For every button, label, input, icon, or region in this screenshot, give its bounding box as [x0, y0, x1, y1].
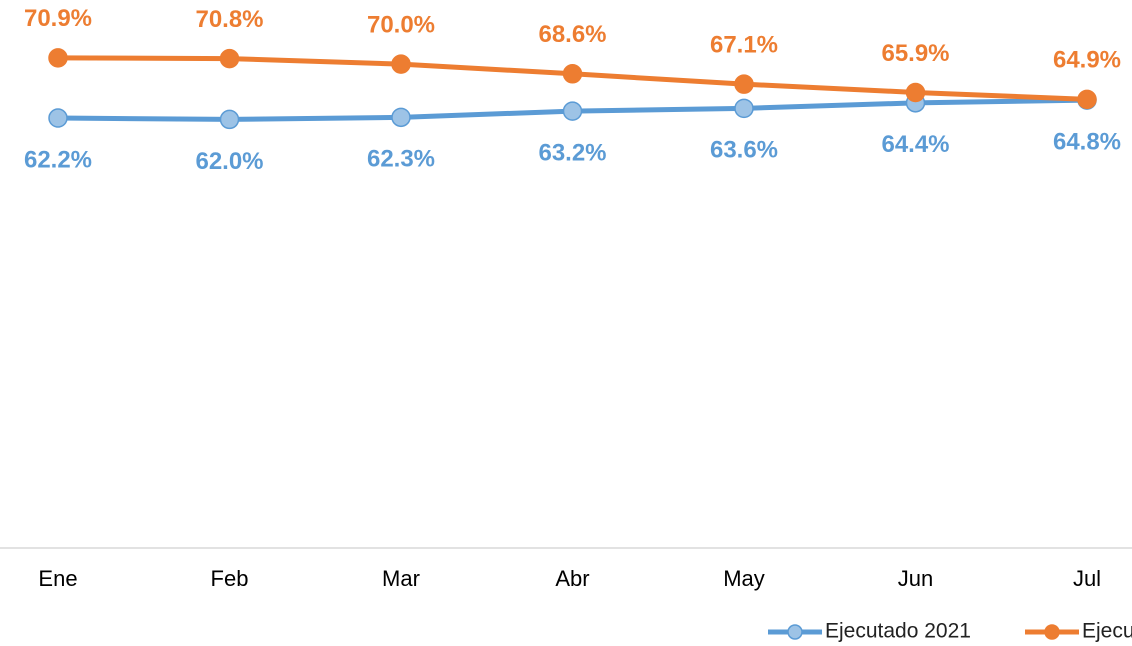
- data-label: 70.0%: [367, 11, 435, 38]
- marker: [562, 64, 583, 84]
- data-label: 64.9%: [1053, 47, 1121, 74]
- data-label: 67.1%: [710, 32, 778, 59]
- data-label: 65.9%: [881, 40, 949, 67]
- x-tick-label: Mar: [382, 566, 420, 591]
- legend-label: Ejecu: [1082, 620, 1132, 643]
- data-label: 62.0%: [195, 148, 263, 175]
- data-label: 63.6%: [710, 137, 778, 164]
- data-label: 70.8%: [195, 6, 263, 33]
- marker: [391, 107, 411, 128]
- marker: [734, 98, 754, 119]
- marker: [562, 101, 583, 121]
- x-tick-label: Feb: [211, 566, 249, 591]
- legend-marker: [1044, 624, 1060, 640]
- marker: [734, 74, 754, 94]
- data-label: 62.3%: [367, 146, 435, 173]
- data-label: 68.6%: [538, 21, 606, 48]
- x-tick-label: May: [723, 566, 765, 591]
- x-tick-label: Jul: [1073, 566, 1101, 591]
- marker: [48, 108, 68, 128]
- x-tick-label: Abr: [555, 566, 589, 591]
- data-label: 64.4%: [881, 131, 949, 158]
- marker: [48, 48, 68, 68]
- legend-marker: [787, 624, 803, 640]
- marker: [391, 54, 411, 74]
- marker: [905, 82, 926, 103]
- legend-label: Ejecutado 2021: [825, 620, 971, 643]
- data-label: 62.2%: [24, 146, 92, 173]
- x-tick-label: Jun: [898, 566, 933, 591]
- marker: [219, 109, 240, 130]
- data-label: 64.8%: [1053, 128, 1121, 155]
- x-tick-label: Ene: [38, 566, 77, 591]
- marker: [219, 48, 240, 69]
- data-label: 70.9%: [24, 5, 92, 32]
- data-label: 63.2%: [538, 139, 606, 166]
- marker: [1077, 89, 1097, 110]
